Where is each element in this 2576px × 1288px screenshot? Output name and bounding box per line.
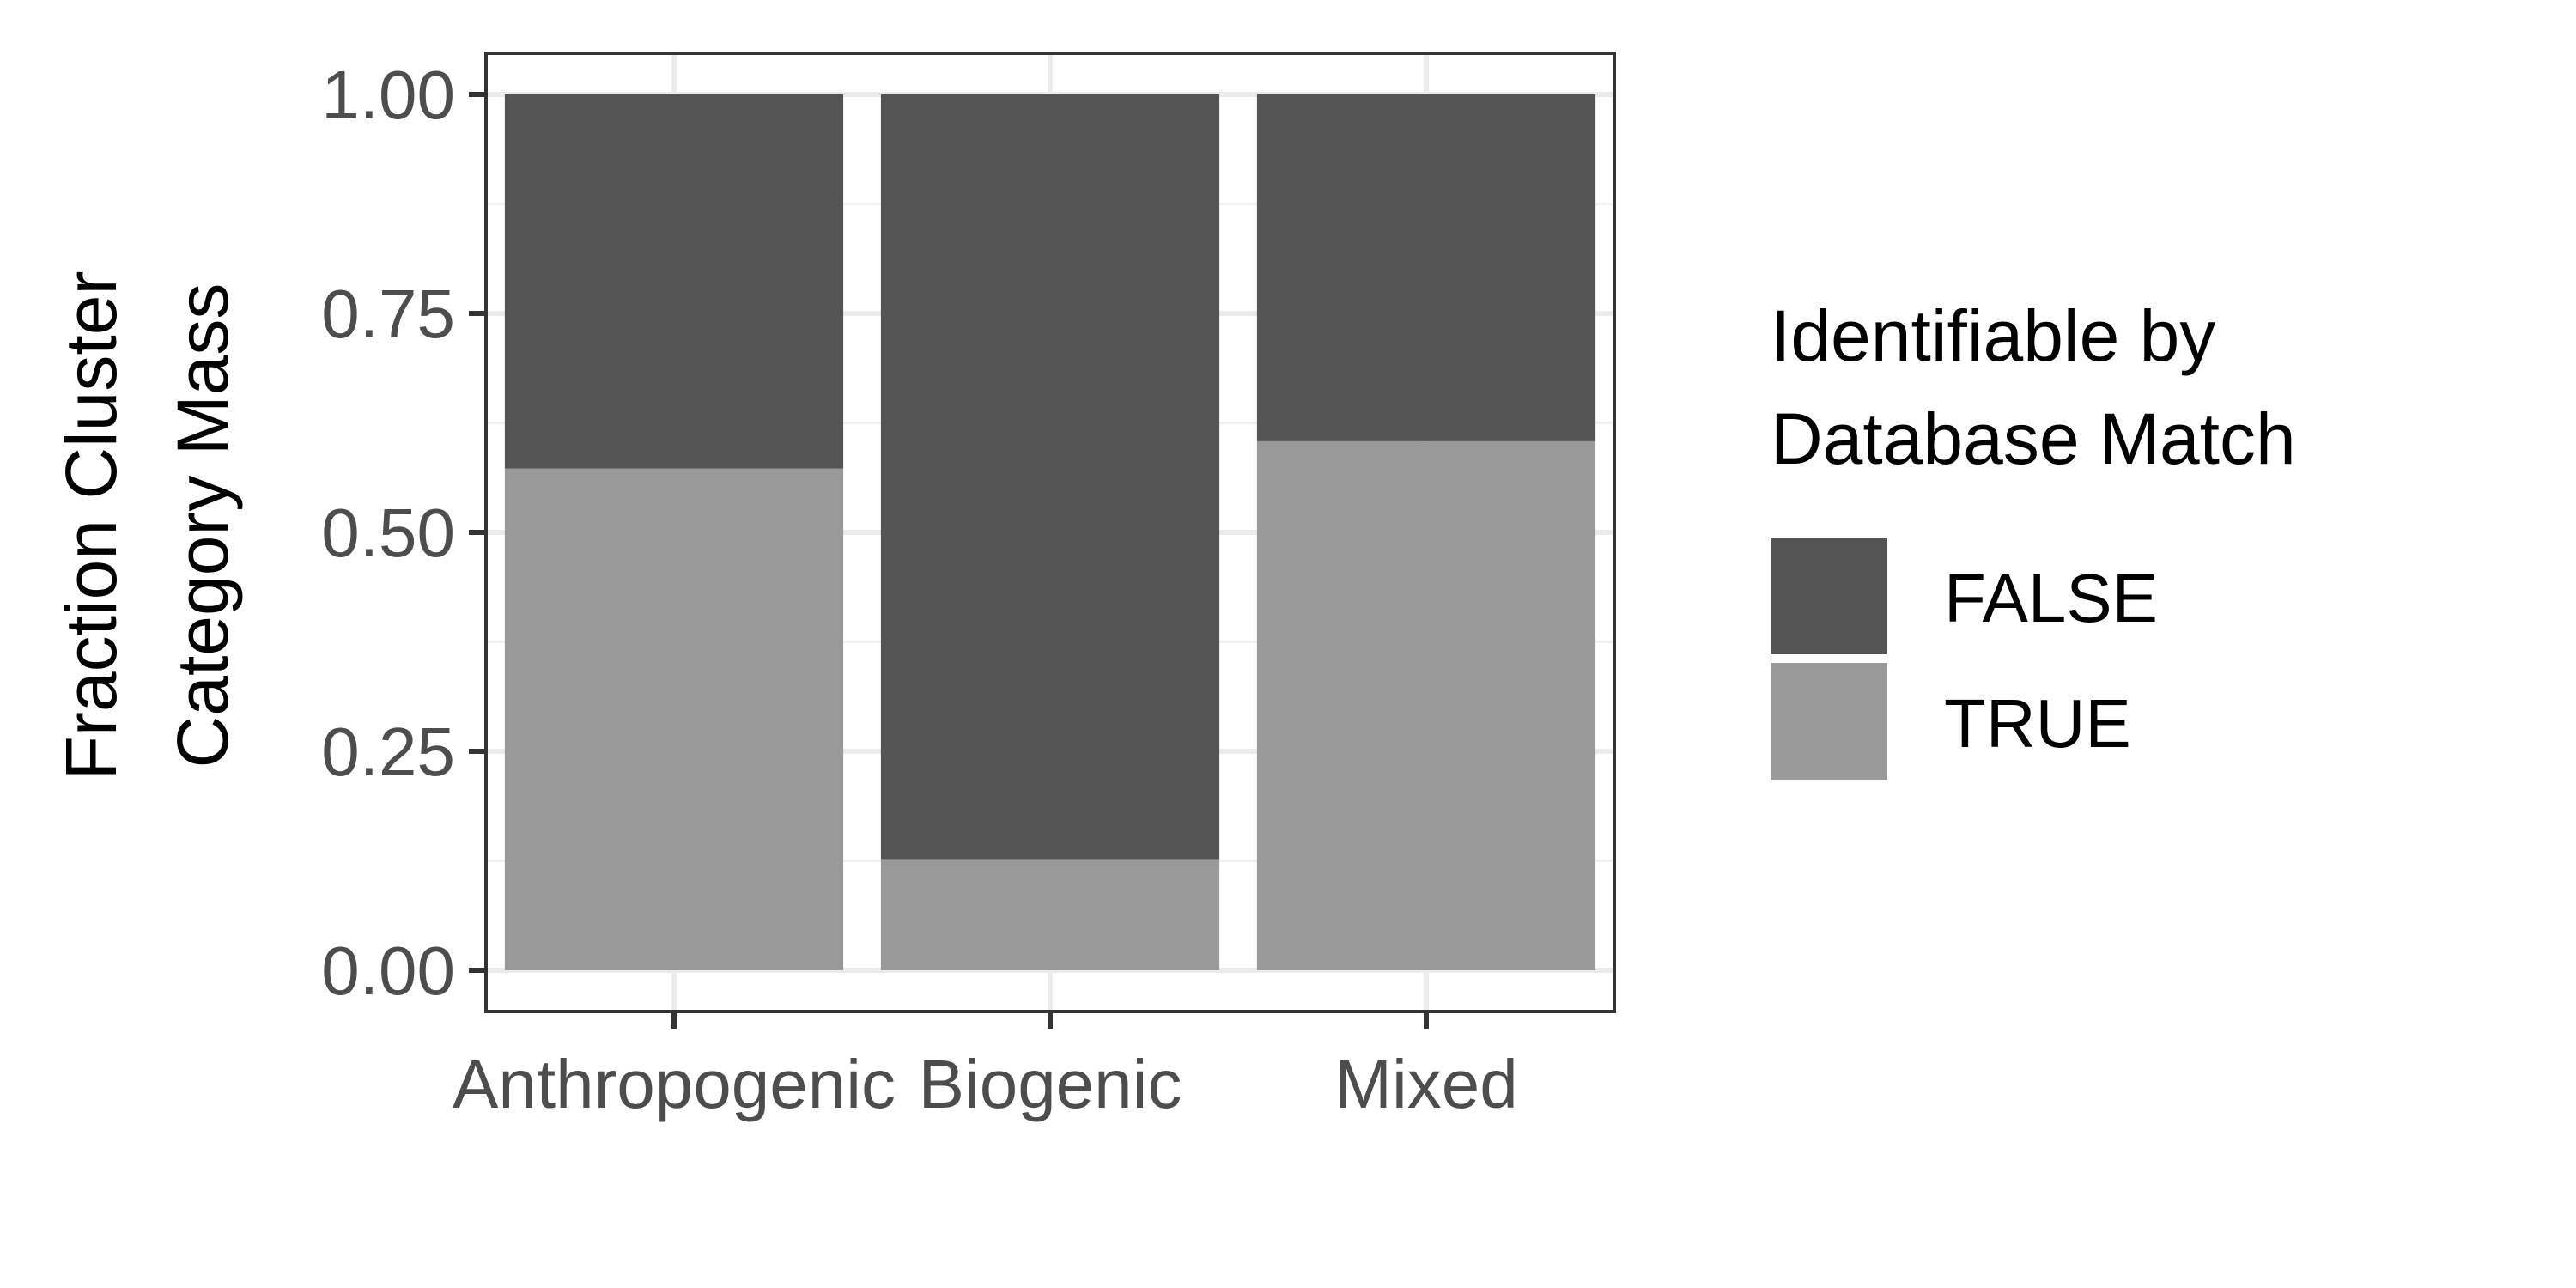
bar-biogenic-false bbox=[880, 94, 1220, 860]
bar-mixed-false bbox=[1256, 94, 1596, 441]
bar-mixed-true bbox=[1256, 440, 1596, 970]
bar-anthropogenic-false bbox=[504, 94, 844, 469]
bar-biogenic-true bbox=[880, 859, 1220, 970]
y-axis-label-line-1: Fraction Cluster bbox=[51, 271, 131, 781]
y-axis-label-line-2: Category Mass bbox=[162, 283, 243, 769]
y-tick-label: 0.00 bbox=[321, 933, 455, 1009]
legend-key-false bbox=[1771, 538, 1887, 654]
y-tick-label: 0.75 bbox=[321, 276, 455, 352]
legend: Identifiable by Database Match FALSE TRUE bbox=[1771, 295, 2296, 780]
x-tick-label: Anthropogenic bbox=[453, 1046, 896, 1122]
y-tick-label: 1.00 bbox=[321, 57, 455, 133]
legend-title-line-1: Identifiable by bbox=[1771, 295, 2215, 376]
legend-label-false: FALSE bbox=[1944, 560, 2158, 636]
legend-title-line-2: Database Match bbox=[1771, 398, 2296, 479]
y-tick-label: 0.25 bbox=[321, 714, 455, 790]
legend-key-true bbox=[1771, 663, 1887, 780]
y-tick-label: 0.50 bbox=[321, 495, 455, 571]
bar-anthropogenic-true bbox=[504, 468, 844, 970]
bars-layer bbox=[504, 94, 1596, 970]
legend-items: FALSE TRUE bbox=[1771, 538, 2158, 780]
x-tick-label: Biogenic bbox=[919, 1046, 1182, 1122]
axes-layer: 0.00 0.25 0.50 0.75 1.00 Anthropogenic Biogeni… bbox=[321, 57, 1517, 1122]
x-tick-label: Mixed bbox=[1334, 1046, 1517, 1122]
legend-label-true: TRUE bbox=[1944, 685, 2131, 762]
